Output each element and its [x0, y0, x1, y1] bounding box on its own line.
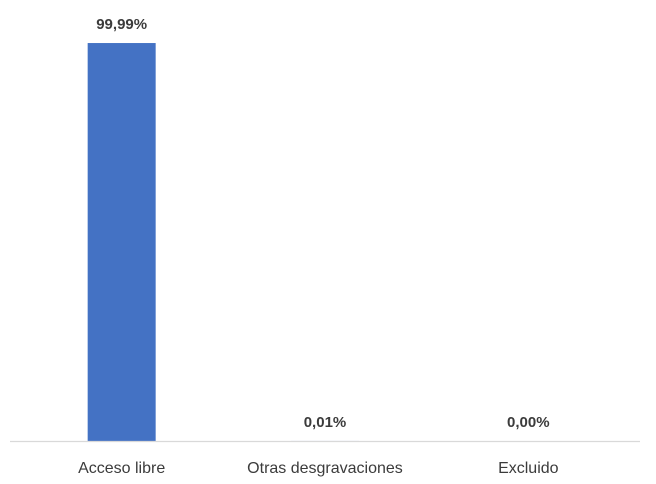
x-tick-label-1: Otras desgravaciones [247, 460, 403, 477]
data-label-0: 99,99% [96, 16, 147, 33]
data-label-2: 0,00% [507, 414, 550, 431]
data-labels-group: 99,99% 0,01% 0,00% [96, 16, 549, 431]
x-tick-label-2: Excluido [498, 460, 559, 477]
x-tick-labels-group: Acceso libre Otras desgravaciones Excluido [78, 460, 559, 477]
bars-group [87, 43, 359, 442]
bar-0 [87, 43, 156, 442]
data-label-1: 0,01% [304, 414, 347, 431]
x-tick-label-0: Acceso libre [78, 460, 165, 477]
